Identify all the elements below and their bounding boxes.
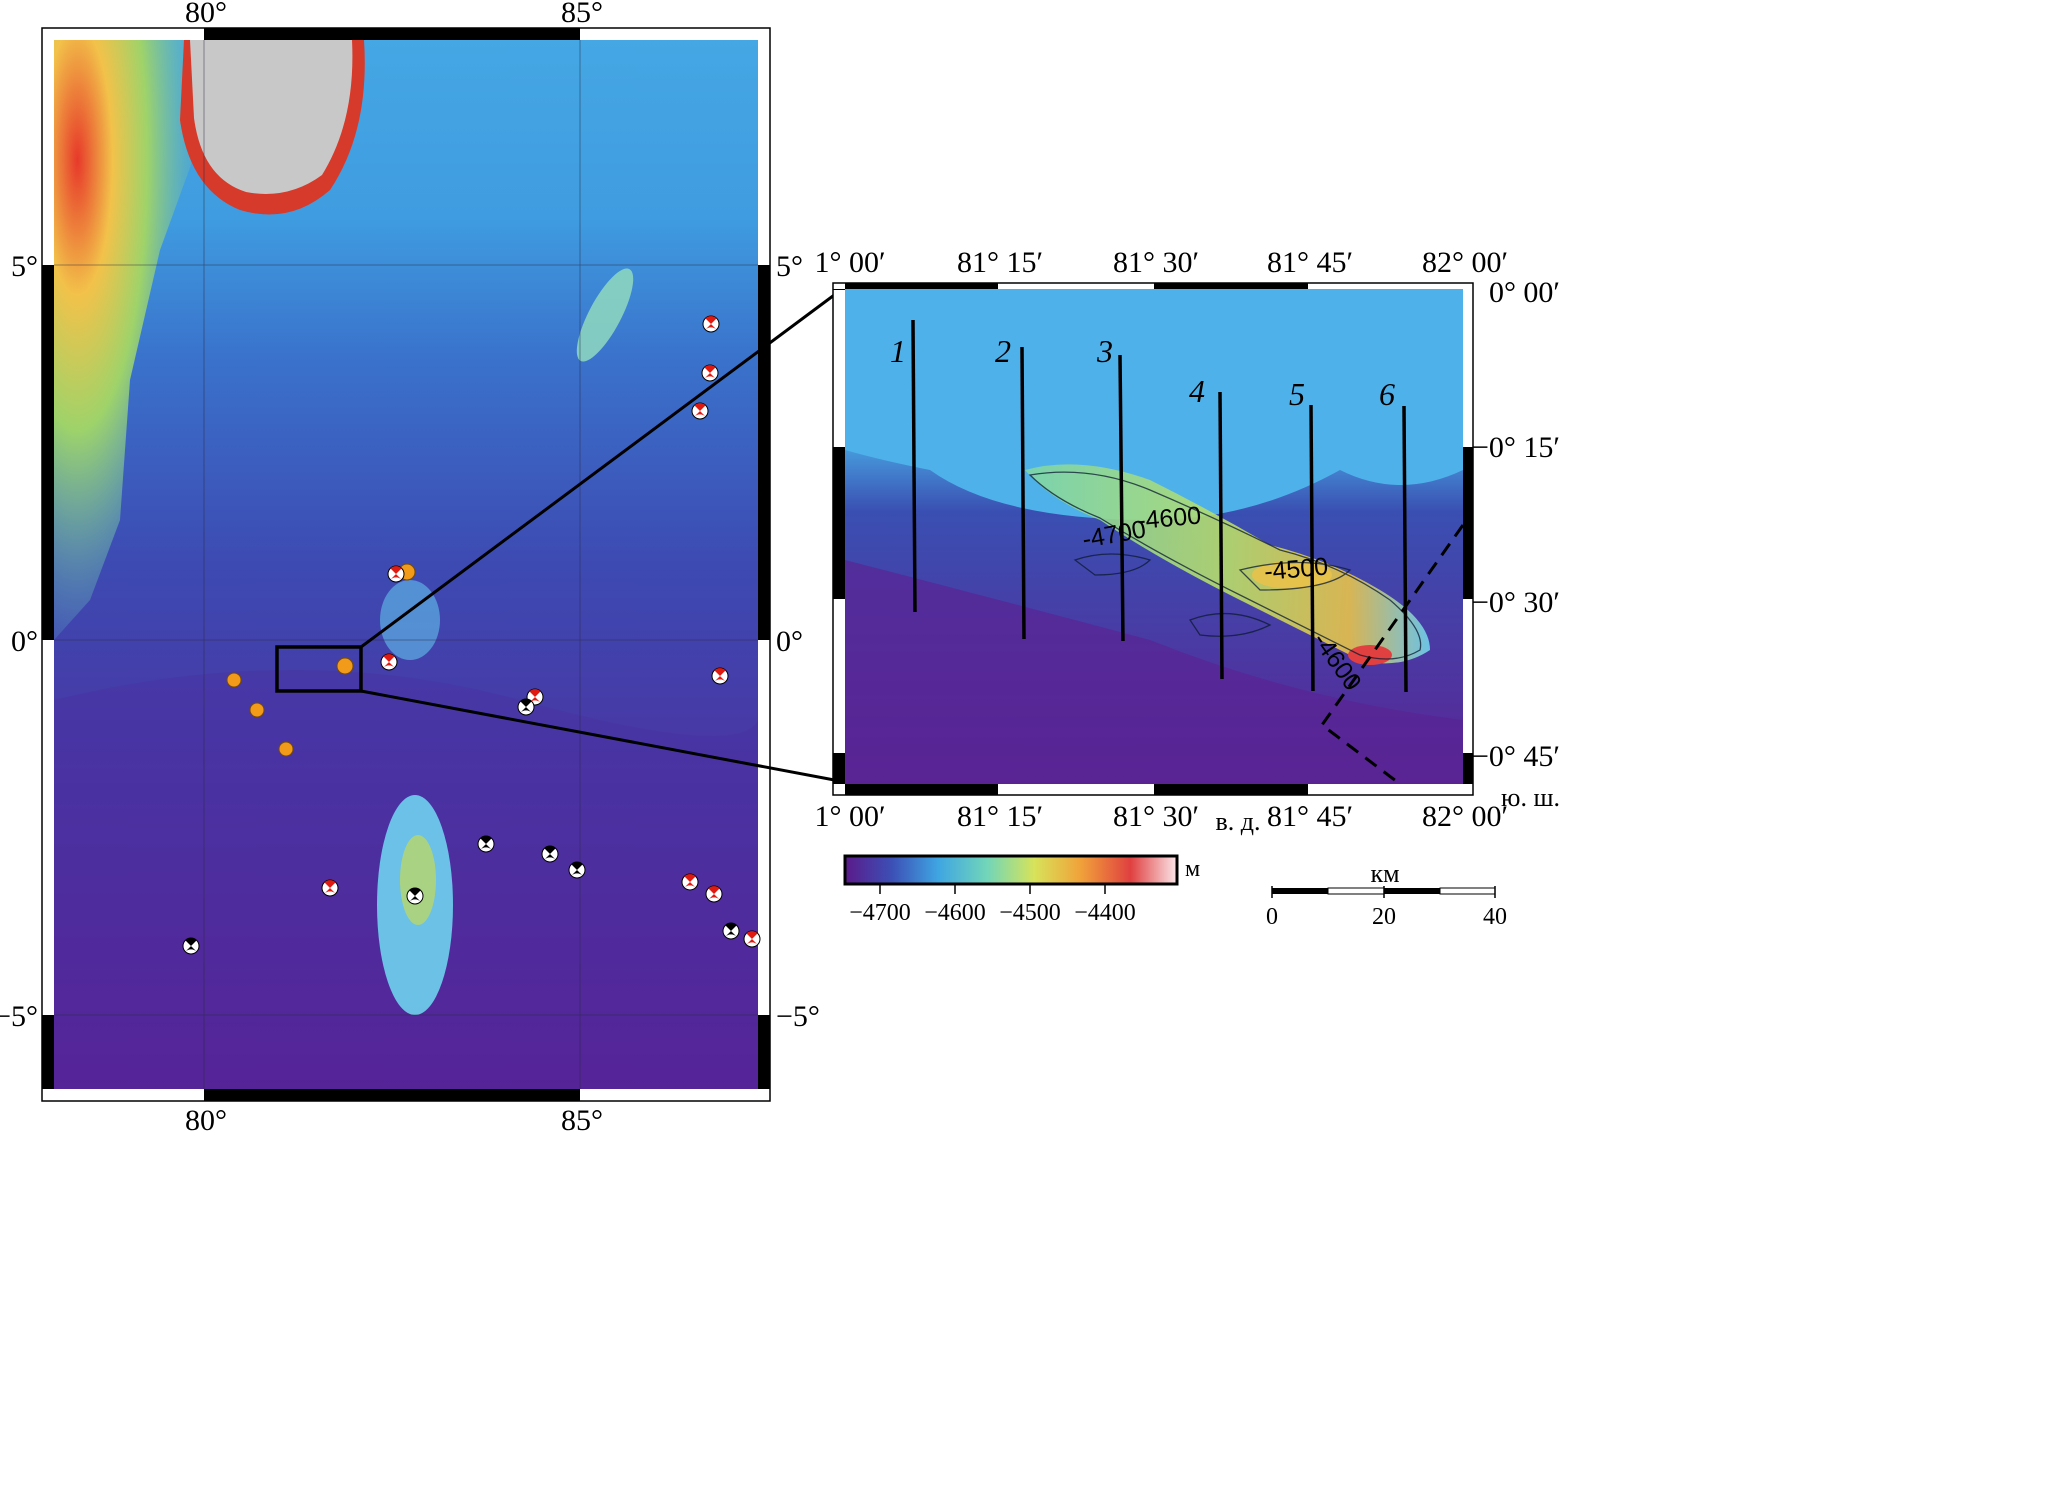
fault-dashed-line	[1319, 524, 1465, 786]
scale-bar-tick: 20	[1372, 904, 1396, 930]
study-area-box	[275, 645, 363, 693]
inset-bottom-lon-1: 1° 00′	[814, 800, 885, 833]
contour-label: -4500	[1263, 553, 1329, 586]
lon-label-85: 85°	[561, 0, 603, 29]
focal-mechanism-beachball	[681, 873, 699, 891]
ridge-peak	[1348, 645, 1392, 665]
profile-line-1	[911, 319, 917, 613]
profile-number-5: 5	[1289, 376, 1305, 412]
focal-mechanism-beachball	[477, 835, 495, 853]
focal-mechanism-beachball	[517, 698, 535, 716]
profile-number-6: 6	[1379, 376, 1395, 412]
lat-label-0-left: 0°	[11, 625, 38, 658]
epicentre-markers	[226, 563, 416, 757]
profile-line-2	[1020, 346, 1026, 640]
color-scale-bar	[843, 854, 1179, 886]
color-scale-tick: −4400	[1074, 900, 1136, 926]
color-scale-tick: −4700	[849, 900, 911, 926]
focal-mechanism-beachball	[541, 845, 559, 863]
profile-line-5	[1309, 404, 1315, 692]
northern-seamount-chain	[576, 268, 634, 362]
inset-bottom-lon-5: 82° 00′	[1422, 800, 1508, 833]
inset-top-lon-2: 81° 15′	[957, 246, 1043, 279]
inset-lat-label-0: 0° 00′	[1489, 276, 1560, 309]
epicentre-marker	[278, 741, 294, 757]
scale-bar-tick: 40	[1483, 904, 1507, 930]
lat-label-5-left: 5°	[11, 250, 38, 283]
lon-label-85-bottom: 85°	[561, 1104, 603, 1137]
lat-label-5-right: 5°	[776, 250, 803, 283]
focal-mechanism-beachball	[711, 667, 729, 685]
inset-top-lon-3: 81° 30′	[1113, 246, 1199, 279]
main-map-labels: 80° 85° 80° 85° 5° 0° −5° 5° 0° −5°	[0, 0, 820, 1137]
focal-mechanism-beachball	[691, 402, 709, 420]
landmass	[190, 40, 353, 194]
scale-bar-tick: 0	[1266, 904, 1278, 930]
profile-number-1: 1	[890, 333, 906, 369]
epicentre-marker	[226, 672, 242, 688]
focal-mechanism-beachball	[380, 653, 398, 671]
lat-label-0-right: 0°	[776, 625, 803, 658]
graticule	[54, 40, 758, 1089]
western-high-relief	[54, 40, 210, 640]
inset-lat-label-15: −0° 15′	[1472, 431, 1560, 464]
inset-top-lon-4: 81° 45′	[1267, 246, 1353, 279]
focal-mechanism-beachball	[701, 364, 719, 382]
profile-lines	[911, 319, 1408, 693]
focal-mechanism-beachball	[387, 565, 405, 583]
distance-scale-bar: км 0 20 40	[1266, 859, 1507, 930]
inset-lat-label-30: −0° 30′	[1472, 586, 1560, 619]
inset-lat-unit: ю. ш.	[1501, 783, 1560, 812]
inset-map: 1 2 3 4 5 6 -4600 -4700 -4500 -4600	[832, 282, 1474, 796]
inset-lat-label-45: −0° 45′	[1472, 740, 1560, 773]
inset-shelf	[845, 289, 1463, 520]
profile-number-2: 2	[995, 333, 1011, 369]
inset-deep-basin	[845, 560, 1463, 784]
focal-mechanism-beachball	[705, 885, 723, 903]
color-scale-tick: −4500	[999, 900, 1061, 926]
map-border-ticks	[42, 28, 770, 1101]
inset-border-ticks	[833, 283, 1473, 795]
focal-mechanism-beachball	[568, 861, 586, 879]
lat-label-m5-right: −5°	[776, 1000, 820, 1033]
inset-connector-lines	[360, 285, 846, 784]
profile-number-3: 3	[1096, 333, 1113, 369]
inset-top-lon-1: 1° 00′	[814, 246, 885, 279]
inset-labels: 1° 00′ 81° 15′ 81° 30′ 81° 45′ 82° 00′ 1…	[814, 246, 1560, 836]
profile-line-6	[1402, 405, 1408, 693]
profile-line-3	[1118, 354, 1125, 642]
ridge-body	[1025, 464, 1430, 664]
color-scale: м −4700 −4600 −4500 −4400	[843, 854, 1200, 926]
inset-bottom-lon-3: 81° 30′	[1113, 800, 1199, 833]
focal-mechanism-beachball	[743, 930, 761, 948]
inset-bottom-lon-4: 81° 45′	[1267, 800, 1353, 833]
epicentre-marker	[336, 657, 354, 675]
focal-mechanisms	[182, 315, 761, 955]
lon-label-80: 80°	[185, 0, 227, 29]
inset-top-lon-5: 82° 00′	[1422, 246, 1508, 279]
focal-mechanism-beachball	[406, 887, 424, 905]
focal-mechanism-beachball	[182, 937, 200, 955]
focal-mechanism-beachball	[702, 315, 720, 333]
color-scale-tick: −4600	[924, 900, 986, 926]
lat-label-m5-left: −5°	[0, 1000, 38, 1033]
main-map	[41, 27, 771, 1102]
scale-bar-unit: км	[1370, 859, 1399, 888]
profile-line-4	[1218, 391, 1224, 680]
inset-lon-unit: в. д.	[1215, 807, 1260, 836]
inset-bottom-lon-2: 81° 15′	[957, 800, 1043, 833]
focal-mechanism-beachball	[321, 879, 339, 897]
rise-near-equator	[380, 580, 440, 660]
contour-label: -4600	[1136, 502, 1202, 535]
lon-label-80-bottom: 80°	[185, 1104, 227, 1137]
color-scale-unit: м	[1185, 856, 1200, 882]
focal-mechanism-beachball	[722, 922, 740, 940]
epicentre-marker	[249, 702, 265, 718]
contour-lines	[1028, 471, 1422, 660]
profile-number-4: 4	[1189, 373, 1205, 409]
central-rise-crest	[400, 835, 436, 925]
